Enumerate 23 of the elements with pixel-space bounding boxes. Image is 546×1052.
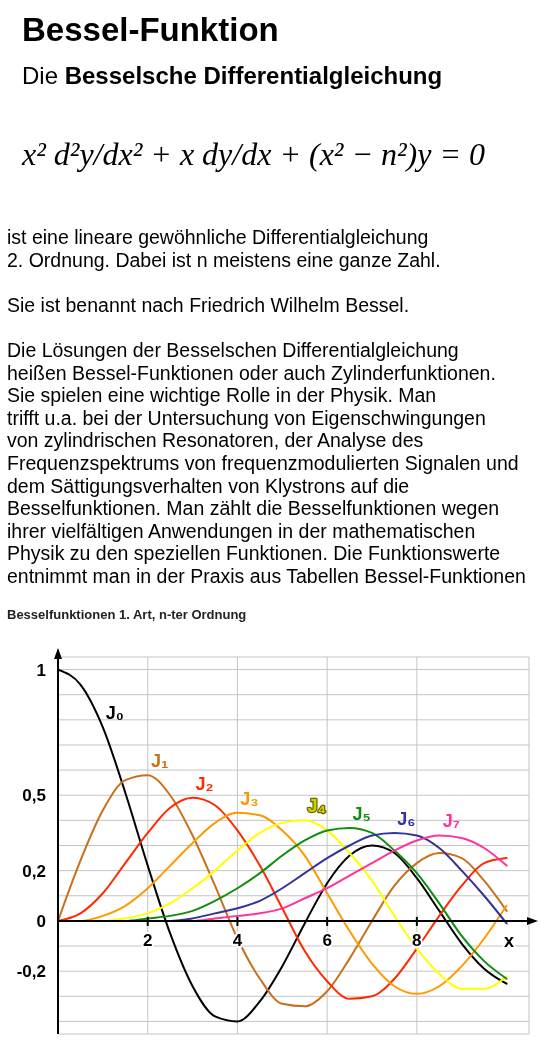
y-tick-label: 0,5 (22, 786, 46, 806)
y-tick-label: -0,2 (16, 962, 46, 982)
y-tick-label: 0,2 (22, 861, 46, 881)
text: Die Lösungen der Besselschen Differentialgleichung heißen Bessel-Funktionen oder auch Zylinderfunktionen. Sie spielen eine wichtige Rolle in der Physik. Man trifft u.a. bei der Untersuchung von Eigenschwingungen von zylindrischen Resonatoren, der Analyse des Frequenzspektrums von frequenzmodulierten Signalen und dem Sättigungsverhalten von Klystrons auf die Besselfunktionen. Man zählt die Besselfunktionen wegen ihrer vielfältigen Anwendungen in der mathematischen Physik zu den speziellen Funktionen. Die Funktionswerte entnimmt man in der Praxis aus Tabellen Bessel-Funktionen (7, 338, 526, 587)
series-label: J₇ (442, 811, 460, 832)
text: Sie ist benannt nach Friedrich Wilhelm Bessel. (7, 293, 411, 317)
series-label: J₁ (150, 751, 169, 772)
series-label: J₀ (105, 703, 124, 724)
series-label: J₄ (307, 796, 327, 817)
x-axis-title: x (503, 930, 515, 951)
series-label: J₂ (195, 773, 214, 794)
text: x² d²y/dx² + x dy/dx + (x² − n²)y = 0 (22, 136, 486, 172)
y-tick-label: 1 (36, 660, 46, 680)
text: Besselfunktionen 1. Art, n-ter Ordnung (7, 607, 247, 622)
series-label: J₅ (352, 803, 371, 824)
series-label: J₆ (397, 808, 416, 829)
chart-subtitle: Die Besselsche Differentialgleichung (22, 62, 443, 89)
series-label: J₃ (240, 788, 259, 809)
chart-title: Bessel-Funktion (22, 11, 279, 48)
text: ist eine lineare gewöhnliche Differentialgleichung 2. Ordnung. Dabei ist n meistens eine ganze Zahl. (7, 226, 442, 272)
x-tick-label: 2 (142, 931, 153, 951)
y-tick-label: 0 (36, 911, 46, 931)
x-tick-label: 6 (322, 931, 332, 951)
